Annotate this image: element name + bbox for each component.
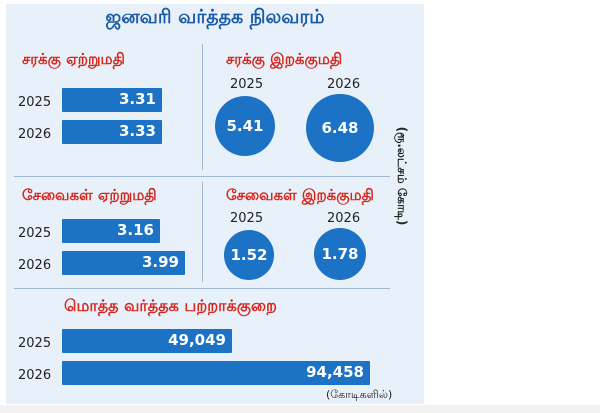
services-imports-bubble-2025: 1.52 bbox=[224, 230, 274, 280]
goods-exports-bar-2025 bbox=[62, 88, 162, 112]
trade-deficit-bar-2025 bbox=[62, 329, 232, 353]
services-exports-title: சேவைகள் ஏற்றுமதி bbox=[22, 186, 157, 204]
divider-horizontal-mid bbox=[14, 176, 390, 177]
services-imports-year-2026: 2026 bbox=[327, 211, 361, 226]
goods-exports-value-2026: 3.33 bbox=[118, 122, 156, 140]
goods-imports-title: சரக்கு இறக்குமதி bbox=[226, 50, 343, 68]
goods-exports-title: சரக்கு ஏற்றுமதி bbox=[22, 50, 125, 68]
trade-deficit-value-2026: 94,458 bbox=[306, 363, 364, 381]
services-imports-bubble-2026: 1.78 bbox=[314, 228, 366, 280]
services-exports-bar-2025 bbox=[62, 219, 160, 243]
services-exports-value-2025: 3.16 bbox=[116, 221, 154, 239]
divider-horizontal-low bbox=[14, 288, 390, 289]
trade-deficit-note: (கோடிகளில்) bbox=[326, 388, 393, 401]
infographic-title: ஜனவரி வர்த்தக நிலவரம் bbox=[105, 6, 325, 28]
goods-imports-bubble-2025: 5.41 bbox=[215, 96, 275, 156]
services-exports-year-2025: 2025 bbox=[18, 226, 52, 241]
divider-vertical-mid bbox=[202, 182, 203, 282]
trade-deficit-year-2026: 2026 bbox=[18, 368, 52, 383]
trade-deficit-bar-2026 bbox=[62, 361, 370, 385]
unit-note: (ரூ.லட்சம் கோடி) bbox=[395, 126, 409, 226]
goods-exports-value-2025: 3.31 bbox=[118, 90, 156, 108]
divider-vertical-top bbox=[202, 44, 203, 170]
goods-imports-year-2025: 2025 bbox=[230, 77, 264, 92]
goods-exports-bar-2026 bbox=[62, 120, 162, 144]
bottom-strip bbox=[0, 405, 600, 413]
trade-deficit-value-2025: 49,049 bbox=[168, 331, 226, 349]
services-imports-year-2025: 2025 bbox=[230, 211, 264, 226]
services-imports-title: சேவைகள் இறக்குமதி bbox=[226, 186, 374, 204]
services-exports-value-2026: 3.99 bbox=[141, 253, 179, 271]
goods-imports-year-2026: 2026 bbox=[327, 77, 361, 92]
services-exports-year-2026: 2026 bbox=[18, 258, 52, 273]
goods-exports-year-2026: 2026 bbox=[18, 127, 52, 142]
goods-imports-bubble-2026: 6.48 bbox=[306, 94, 374, 162]
trade-deficit-year-2025: 2025 bbox=[18, 336, 52, 351]
services-exports-bar-2026 bbox=[62, 251, 185, 275]
goods-exports-year-2025: 2025 bbox=[18, 95, 52, 110]
trade-deficit-title: மொத்த வர்த்தக பற்றாக்குறை bbox=[64, 296, 277, 315]
